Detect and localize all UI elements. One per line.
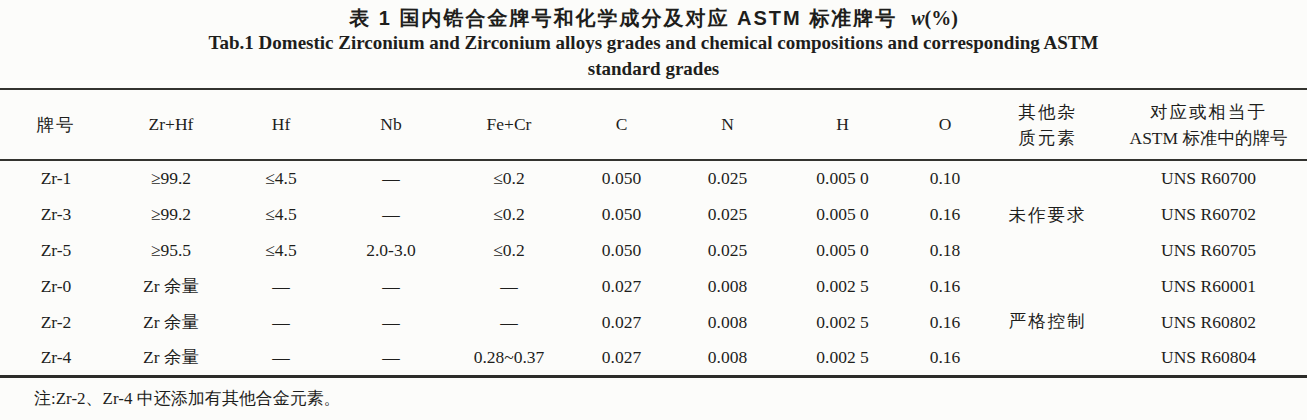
cell-other-impurities-group2: 严格控制 [985,268,1110,376]
cell-n: 0.025 [675,232,780,268]
cell-o: 0.16 [905,196,985,232]
column-header-other-impurities: 其他杂 质元素 [985,89,1110,160]
cell-fe-cr: ≤0.2 [450,232,568,268]
cell-o: 0.10 [905,160,985,196]
table-title-english-line1: Tab.1 Domestic Zirconium and Zirconium a… [0,30,1307,56]
cell-hf: — [230,340,332,376]
cell-o: 0.18 [905,232,985,268]
cell-grade: Zr-5 [0,232,112,268]
cell-c: 0.027 [568,304,675,340]
cell-astm: UNS R60802 [1110,304,1307,340]
cell-astm: UNS R60705 [1110,232,1307,268]
table-row: Zr-3 ≥99.2 ≤4.5 — ≤0.2 0.050 0.025 0.005… [0,196,1307,232]
header-row: 牌号 Zr+Hf Hf Nb Fe+Cr C N H O 其他杂 质元素 对应或… [0,89,1307,160]
column-header-o: O [905,89,985,160]
table-row: Zr-2 Zr 余量 — — — 0.027 0.008 0.002 5 0.1… [0,304,1307,340]
cell-nb: — [332,304,450,340]
cell-c: 0.050 [568,160,675,196]
cell-n: 0.008 [675,340,780,376]
column-header-zr-hf: Zr+Hf [112,89,230,160]
cell-astm: UNS R60804 [1110,340,1307,376]
cell-c: 0.050 [568,196,675,232]
cell-fe-cr: 0.28~0.37 [450,340,568,376]
cell-c: 0.050 [568,232,675,268]
cell-hf: ≤4.5 [230,196,332,232]
cell-c: 0.027 [568,268,675,304]
cell-astm: UNS R60702 [1110,196,1307,232]
cell-n: 0.008 [675,268,780,304]
cell-zr-hf: Zr 余量 [112,304,230,340]
cell-n: 0.025 [675,160,780,196]
cell-zr-hf: ≥99.2 [112,160,230,196]
cell-zr-hf: Zr 余量 [112,268,230,304]
cell-o: 0.16 [905,340,985,376]
cell-hf: ≤4.5 [230,232,332,268]
column-header-fe-cr: Fe+Cr [450,89,568,160]
cell-h: 0.002 5 [780,340,905,376]
cell-h: 0.002 5 [780,304,905,340]
cell-zr-hf: ≥95.5 [112,232,230,268]
cell-h: 0.005 0 [780,160,905,196]
cell-fe-cr: ≤0.2 [450,160,568,196]
table-title-english-line2: standard grades [0,56,1307,82]
cell-astm: UNS R60001 [1110,268,1307,304]
cell-nb: 2.0-3.0 [332,232,450,268]
cell-hf: — [230,268,332,304]
cell-h: 0.005 0 [780,196,905,232]
cell-n: 0.025 [675,196,780,232]
table-footnote: 注:Zr-2、Zr-4 中还添加有其他合金元素。 [34,387,1307,410]
cell-nb: — [332,160,450,196]
column-header-c: C [568,89,675,160]
cell-fe-cr: — [450,304,568,340]
mass-fraction-symbol: w [911,7,924,29]
cell-nb: — [332,340,450,376]
cell-nb: — [332,196,450,232]
column-header-grade: 牌号 [0,89,112,160]
cell-grade: Zr-1 [0,160,112,196]
cell-zr-hf: Zr 余量 [112,340,230,376]
column-header-n: N [675,89,780,160]
column-header-hf: Hf [230,89,332,160]
cell-zr-hf: ≥99.2 [112,196,230,232]
cell-astm: UNS R60700 [1110,160,1307,196]
cell-grade: Zr-2 [0,304,112,340]
composition-table: 牌号 Zr+Hf Hf Nb Fe+Cr C N H O 其他杂 质元素 对应或… [0,88,1307,378]
cell-other-impurities-group1: 未作要求 [985,160,1110,268]
cell-c: 0.027 [568,340,675,376]
mass-fraction-unit: (%) [925,7,958,29]
table-title-chinese: 表 1 国内锆合金牌号和化学成分及对应 ASTM 标准牌号 w(%) [0,6,1307,30]
cell-hf: — [230,304,332,340]
column-header-astm-equivalent: 对应或相当于 ASTM 标准中的牌号 [1110,89,1307,160]
table-row: Zr-4 Zr 余量 — — 0.28~0.37 0.027 0.008 0.0… [0,340,1307,376]
cell-grade: Zr-4 [0,340,112,376]
cell-hf: ≤4.5 [230,160,332,196]
cell-grade: Zr-0 [0,268,112,304]
cell-o: 0.16 [905,304,985,340]
cell-h: 0.005 0 [780,232,905,268]
paper-table-figure: 表 1 国内锆合金牌号和化学成分及对应 ASTM 标准牌号 w(%) Tab.1 … [0,0,1307,420]
column-header-nb: Nb [332,89,450,160]
cell-h: 0.002 5 [780,268,905,304]
cell-nb: — [332,268,450,304]
cell-n: 0.008 [675,304,780,340]
cell-grade: Zr-3 [0,196,112,232]
table-row: Zr-5 ≥95.5 ≤4.5 2.0-3.0 ≤0.2 0.050 0.025… [0,232,1307,268]
table-title-chinese-text: 表 1 国内锆合金牌号和化学成分及对应 ASTM 标准牌号 [349,7,897,29]
column-header-h: H [780,89,905,160]
cell-fe-cr: ≤0.2 [450,196,568,232]
table-row: Zr-1 ≥99.2 ≤4.5 — ≤0.2 0.050 0.025 0.005… [0,160,1307,196]
cell-o: 0.16 [905,268,985,304]
cell-fe-cr: — [450,268,568,304]
table-row: Zr-0 Zr 余量 — — — 0.027 0.008 0.002 5 0.1… [0,268,1307,304]
